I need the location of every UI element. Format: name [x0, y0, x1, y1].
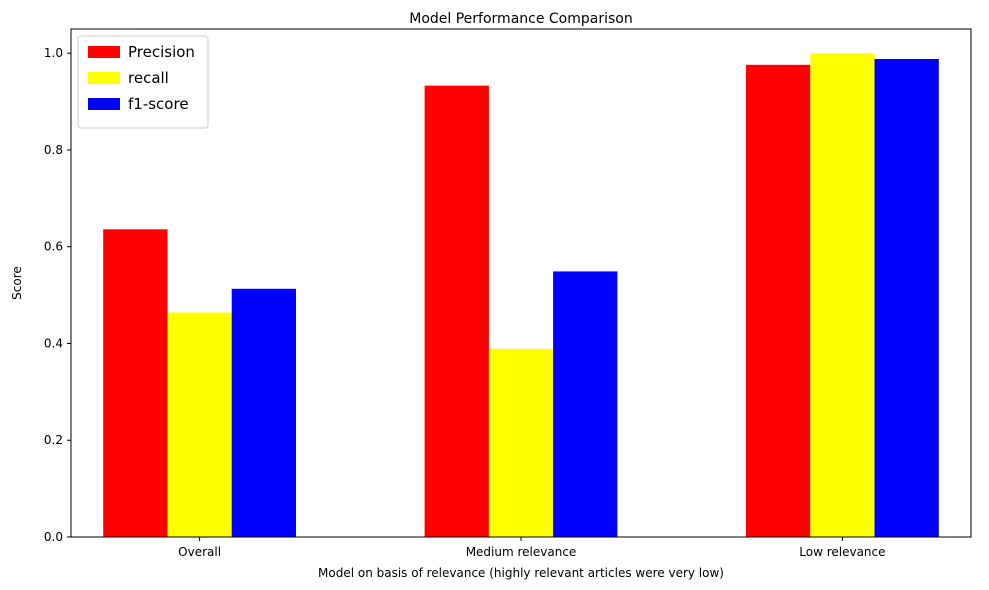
- bar-f1-score-medium-relevance: [553, 271, 618, 537]
- y-tick-label: 0.4: [44, 336, 63, 350]
- bar-recall-overall: [167, 312, 232, 537]
- legend-label: Precision: [128, 43, 195, 61]
- legend-swatch: [88, 98, 120, 110]
- x-tick-label: Medium relevance: [466, 545, 577, 559]
- bar-recall-medium-relevance: [488, 348, 554, 537]
- bar-f1-score-low-relevance: [874, 59, 939, 537]
- legend: Precision recall f1-score: [77, 35, 209, 129]
- y-tick-label: 1.0: [44, 46, 63, 60]
- y-axis-label: Score: [10, 266, 24, 300]
- y-tick-label: 0.2: [44, 433, 63, 447]
- legend-label: f1-score: [128, 95, 189, 113]
- bar-precision-medium-relevance: [424, 85, 489, 537]
- bar-precision-overall: [103, 229, 168, 538]
- y-tick-label: 0.6: [44, 240, 63, 254]
- y-tick-label: 0.0: [44, 530, 63, 544]
- y-tick-label: 0.8: [44, 143, 63, 157]
- bar-precision-low-relevance: [746, 64, 811, 538]
- y-axis: 0.0 0.2 0.4 0.6 0.8 1.0: [44, 46, 71, 544]
- legend-swatch: [88, 72, 120, 84]
- bar-recall-low-relevance: [810, 53, 875, 537]
- legend-swatch: [88, 46, 120, 58]
- x-axis-label: Model on basis of relevance (highly rele…: [318, 566, 724, 580]
- chart-title: Model Performance Comparison: [409, 11, 632, 27]
- bars-group: [103, 53, 939, 538]
- x-tick-label: Low relevance: [799, 545, 885, 559]
- x-axis: Overall Medium relevance Low relevance: [178, 537, 886, 559]
- x-tick-label: Overall: [178, 545, 221, 559]
- legend-label: recall: [128, 69, 169, 87]
- bar-f1-score-overall: [231, 288, 296, 537]
